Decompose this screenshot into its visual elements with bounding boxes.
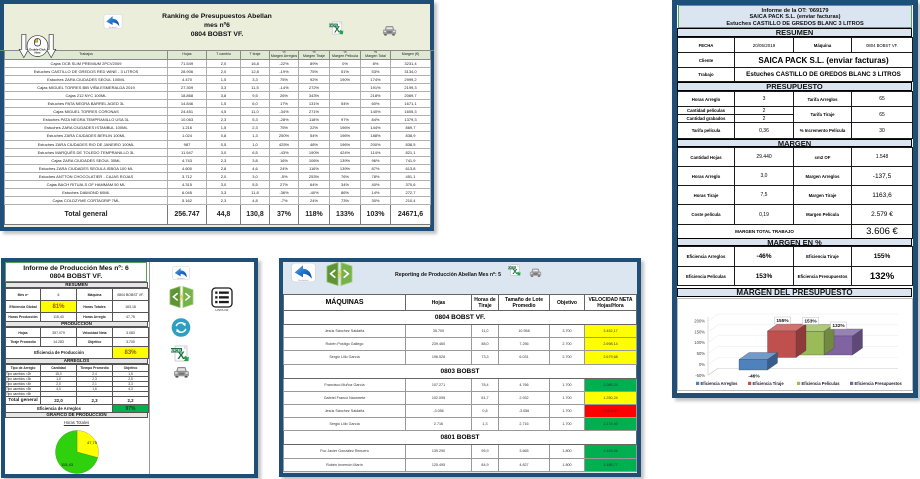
svg-text:EXCEL: EXCEL — [329, 24, 338, 28]
svg-text:0%: 0% — [699, 362, 705, 367]
svg-text:LISTA OF: LISTA OF — [216, 308, 229, 312]
svg-text:X: X — [512, 267, 518, 276]
svg-text:153%: 153% — [804, 319, 817, 325]
svg-text:100%: 100% — [694, 340, 705, 345]
svg-text:Mes Anterior: Mes Anterior — [177, 277, 185, 280]
svg-text:50%: 50% — [697, 351, 706, 356]
svg-text:155%: 155% — [776, 318, 789, 324]
svg-text:Mes Anterior: Mes Anterior — [298, 279, 309, 282]
svg-text:Eficiencia Presupuestos: Eficiencia Presupuestos — [855, 381, 903, 386]
svg-text:X: X — [177, 350, 185, 362]
svg-text:-46%: -46% — [748, 374, 760, 380]
svg-text:EXCEL: EXCEL — [508, 267, 516, 270]
svg-text:47,75: 47,75 — [87, 440, 98, 445]
svg-text:200%: 200% — [694, 319, 705, 324]
svg-text:Eficiencia Tiraje: Eficiencia Tiraje — [753, 381, 785, 386]
svg-text:Here: Here — [35, 50, 41, 54]
svg-text:115,43: 115,43 — [61, 462, 74, 467]
svg-text:-50%: -50% — [695, 373, 705, 378]
svg-text:Eficiencia Arreglos: Eficiencia Arreglos — [701, 381, 739, 386]
svg-text:Double-Click: Double-Click — [29, 47, 46, 51]
svg-text:Mes Anterior: Mes Anterior — [109, 26, 117, 29]
svg-text:X: X — [334, 24, 340, 34]
svg-text:132%: 132% — [832, 323, 845, 329]
svg-text:EXCEL: EXCEL — [171, 349, 182, 353]
svg-text:Eficiencia Películas: Eficiencia Películas — [802, 381, 841, 386]
svg-text:150%: 150% — [694, 329, 705, 334]
